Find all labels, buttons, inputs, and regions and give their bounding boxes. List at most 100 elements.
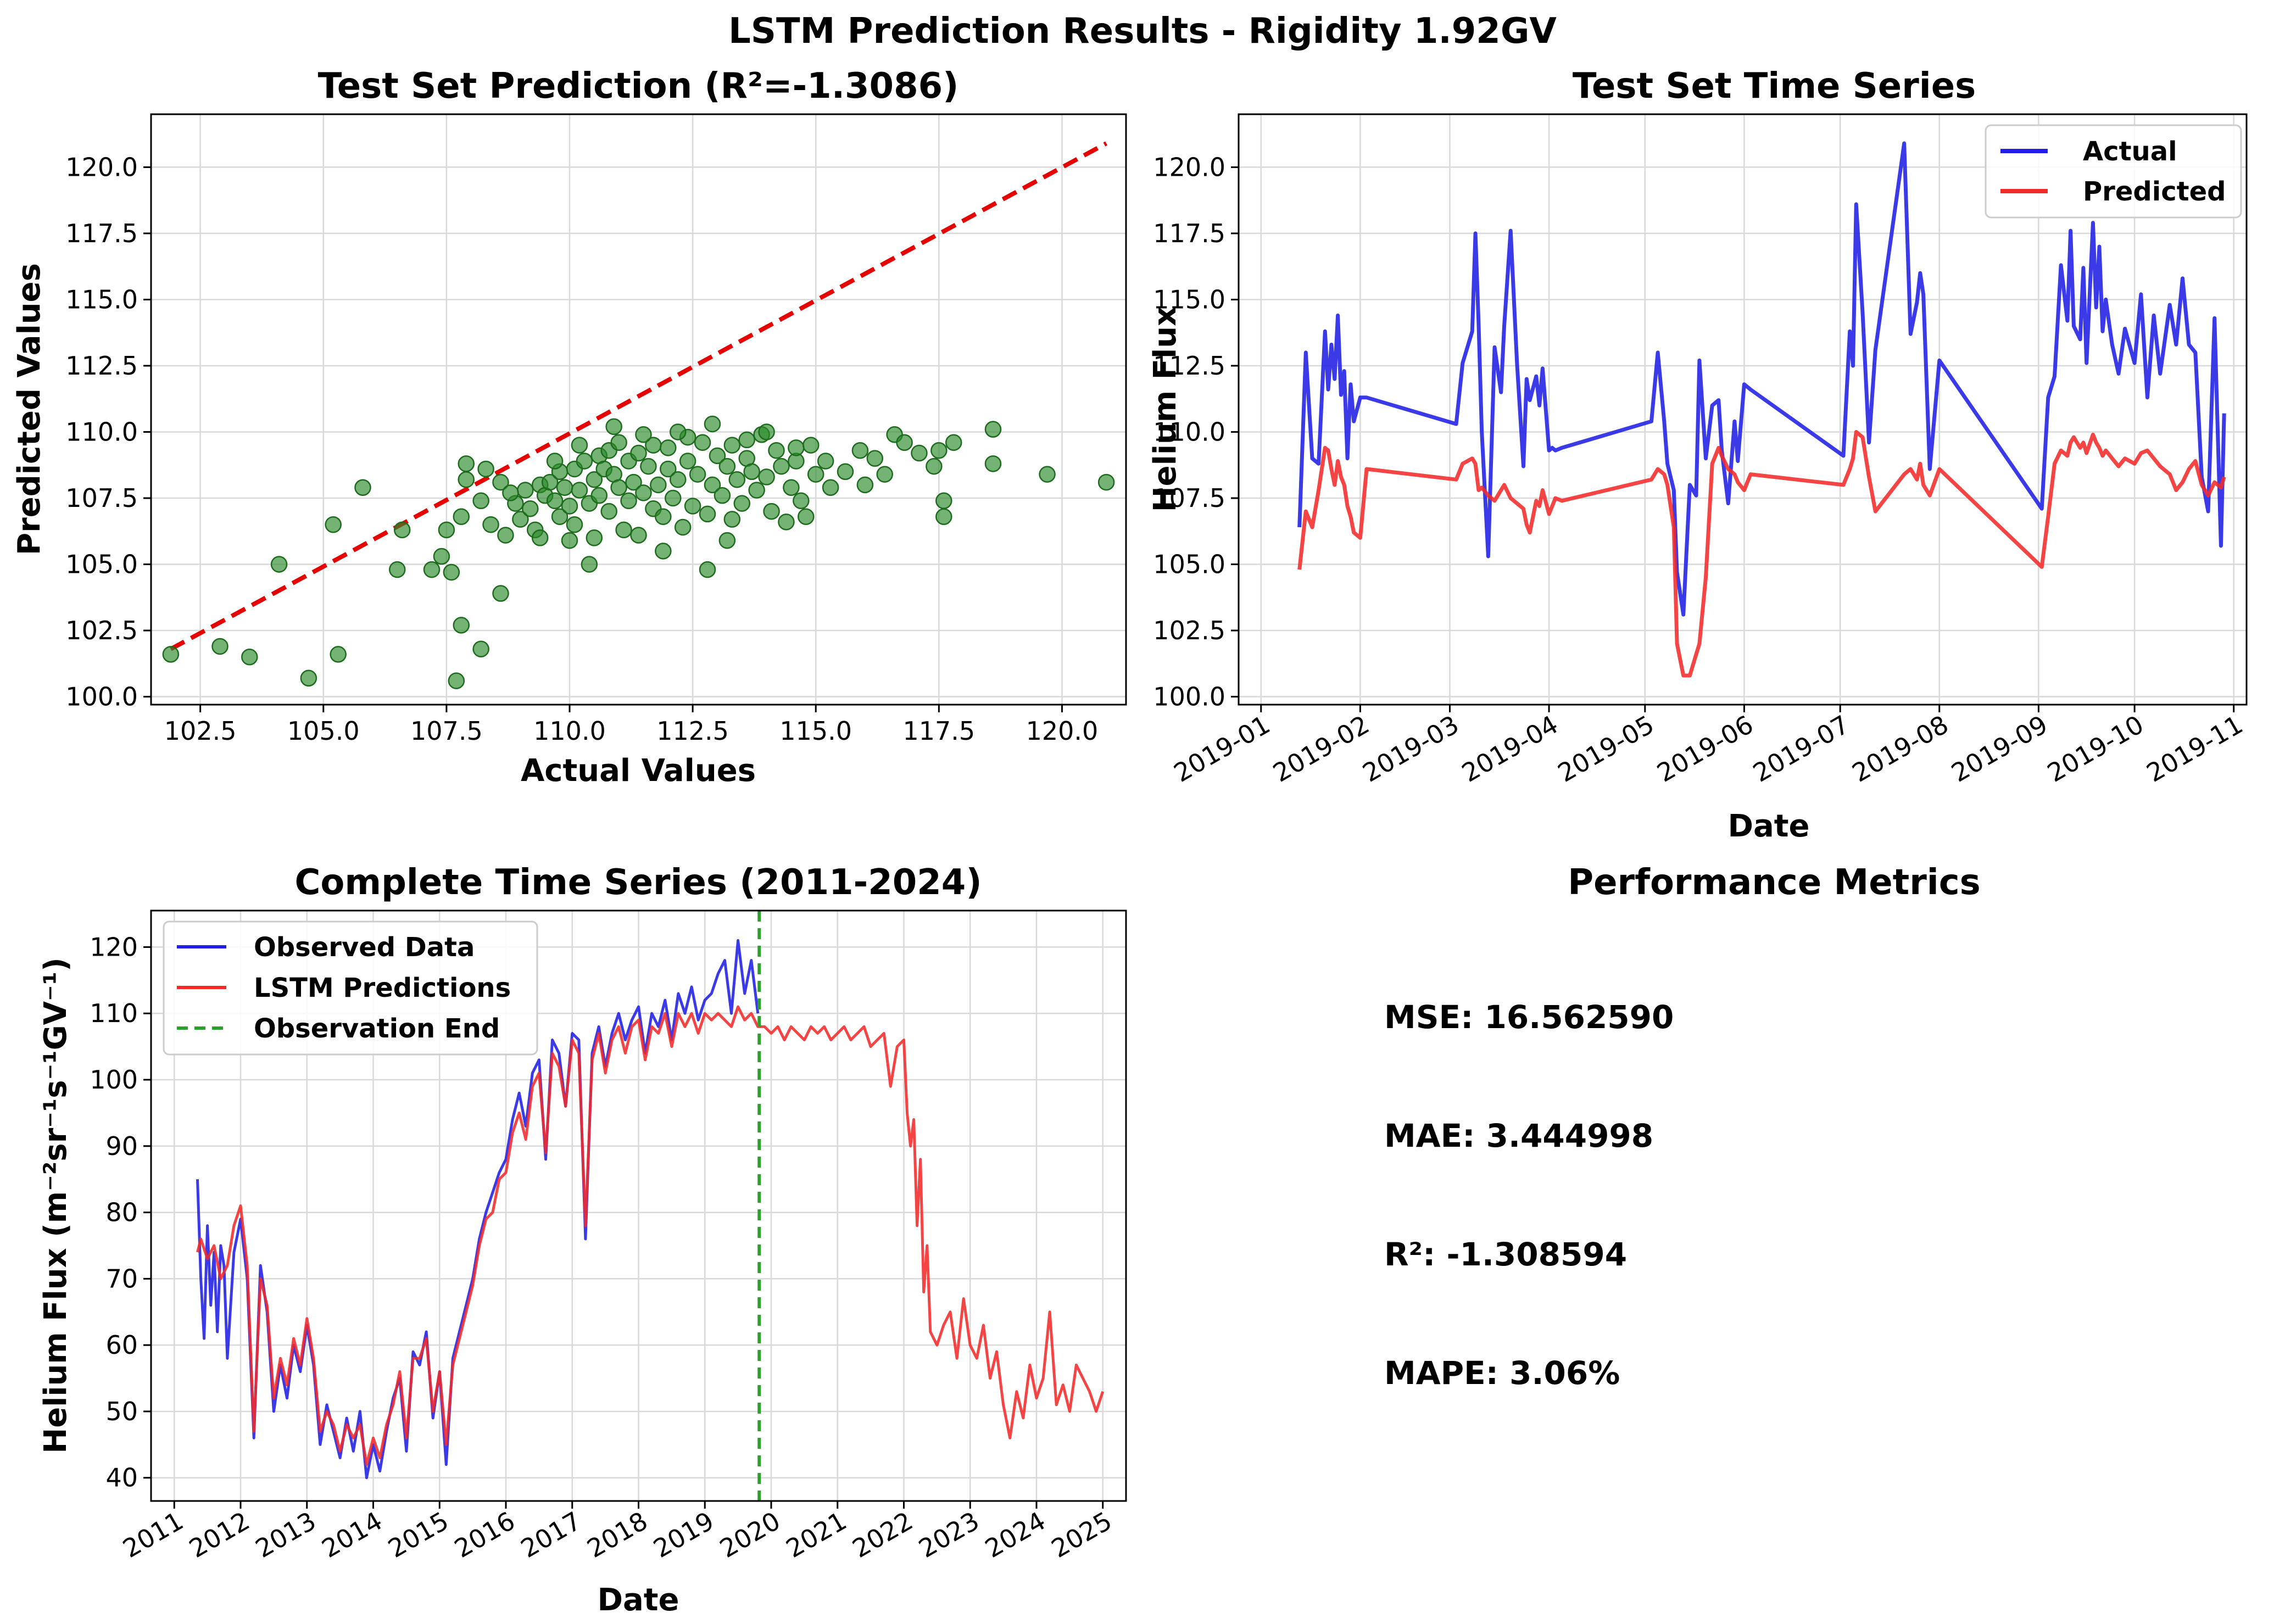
scatter-point	[660, 460, 677, 478]
scatter-point	[728, 471, 746, 488]
scatter-point	[748, 482, 765, 499]
scatter-point	[679, 453, 696, 470]
full-series-lstm-line	[196, 1005, 1105, 1466]
scatter-x-tick-label: 107.5	[410, 716, 483, 746]
scatter-point	[926, 457, 943, 475]
test-series-xlabel: Date	[1727, 808, 1809, 844]
scatter-point	[660, 439, 677, 456]
scatter-point	[354, 479, 371, 496]
scatter-point	[669, 471, 687, 488]
scatter-xlabel: Actual Values	[521, 753, 756, 789]
scatter-x-tick-label: 102.5	[164, 716, 237, 746]
scatter-point	[443, 563, 460, 581]
test-series-ylabel: Helium Flux	[1147, 306, 1183, 512]
scatter-point	[610, 434, 627, 451]
scatter-point	[911, 444, 928, 462]
scatter-point	[571, 437, 588, 454]
scatter-point	[625, 473, 642, 491]
full-series-x-tick-label: 2025	[1046, 1506, 1117, 1564]
scatter-point	[674, 518, 692, 536]
metric-mae: MAE: 3.444998	[1384, 1117, 1653, 1154]
scatter-point	[733, 495, 751, 512]
scatter-point	[718, 532, 736, 549]
test-series-actual-line	[1297, 141, 2226, 617]
scatter-point	[605, 418, 622, 436]
scatter-point	[635, 426, 652, 443]
scatter-y-tick-label: 107.5	[65, 483, 138, 513]
full-series-x-tick-label: 2018	[582, 1506, 653, 1564]
full-series-x-tick-label: 2017	[516, 1506, 586, 1564]
scatter-point	[817, 453, 834, 470]
scatter-x-tick-label: 112.5	[656, 716, 729, 746]
scatter-point	[723, 511, 741, 528]
test-series-legend: Actual Predicted	[1985, 124, 2242, 219]
scatter-point	[984, 421, 1002, 438]
scatter-point	[551, 508, 569, 525]
legend-label-obs-end: Observation End	[254, 1013, 500, 1044]
scatter-point	[856, 476, 874, 494]
scatter-point	[458, 455, 475, 472]
scatter-point	[763, 503, 780, 520]
scatter-point	[586, 471, 603, 488]
scatter-point	[699, 561, 716, 578]
scatter-point	[393, 521, 411, 539]
test-series-x-tick-label: 2019-03	[1358, 710, 1464, 788]
scatter-point	[453, 508, 470, 525]
full-series-x-tick-label: 2016	[449, 1506, 520, 1564]
scatter-x-tick-label: 110.0	[533, 716, 606, 746]
test-series-y-tick-label: 115.0	[1153, 284, 1225, 314]
scatter-point	[896, 434, 913, 451]
scatter-point	[709, 447, 726, 465]
legend-label-predicted: Predicted	[2083, 176, 2226, 207]
test-series-x-tick-label: 2019-09	[1946, 710, 2052, 788]
full-series-x-tick-label: 2013	[250, 1506, 321, 1564]
scatter-point	[300, 669, 317, 687]
test-series-y-tick-label: 112.5	[1153, 351, 1225, 381]
scatter-point	[807, 466, 824, 483]
full-series-x-tick-label: 2019	[648, 1506, 718, 1564]
test-series-x-tick-label: 2019-07	[1748, 710, 1854, 788]
scatter-y-tick-label: 105.0	[65, 550, 138, 579]
scatter-point	[984, 455, 1002, 472]
full-series-y-tick-label: 70	[105, 1264, 138, 1293]
test-series-x-tick-label: 2019-08	[1847, 710, 1953, 788]
full-series-x-tick-label: 2020	[715, 1506, 785, 1564]
test-series-y-tick-label: 102.5	[1153, 616, 1225, 645]
scatter-point	[630, 444, 647, 462]
scatter-x-tick-label: 115.0	[779, 716, 852, 746]
scatter-point	[576, 453, 593, 470]
scatter-point	[798, 508, 815, 525]
full-series-panel: Complete Time Series (2011-2024) 2011201…	[38, 862, 1127, 1618]
scatter-point	[482, 516, 499, 533]
test-series-x-tick-label: 2019-01	[1169, 710, 1275, 788]
scatter-point	[704, 415, 721, 433]
scatter-point	[531, 529, 549, 546]
test-series-title: Test Set Time Series	[1573, 66, 1976, 107]
test-series-panel: Test Set Time Series 2019-012019-022019-…	[1147, 66, 2248, 844]
legend-label-observed: Observed Data	[254, 932, 475, 963]
scatter-point	[388, 561, 406, 578]
scatter-point	[448, 672, 465, 689]
scatter-point	[635, 484, 652, 501]
scatter-point	[758, 468, 775, 485]
scatter-point	[743, 463, 760, 481]
scatter-point	[930, 442, 948, 459]
scatter-x-tick-label: 120.0	[1026, 716, 1099, 746]
scatter-point	[270, 556, 288, 573]
scatter-point	[723, 437, 741, 454]
scatter-point	[768, 442, 785, 459]
scatter-point	[438, 521, 455, 539]
scatter-y-tick-label: 100.0	[65, 682, 138, 712]
full-series-x-tick-label: 2023	[913, 1506, 984, 1564]
full-series-y-tick-label: 100	[90, 1065, 138, 1095]
scatter-point	[423, 561, 441, 578]
scatter-point	[492, 473, 509, 491]
scatter-point	[330, 646, 347, 663]
scatter-point	[502, 484, 519, 501]
scatter-point	[684, 498, 701, 515]
scatter-point	[1097, 473, 1115, 491]
test-series-x-tick-label: 2019-10	[2042, 710, 2148, 788]
metric-mape: MAPE: 3.06%	[1384, 1354, 1620, 1392]
scatter-y-tick-label: 117.5	[65, 219, 138, 248]
scatter-point	[822, 479, 839, 496]
